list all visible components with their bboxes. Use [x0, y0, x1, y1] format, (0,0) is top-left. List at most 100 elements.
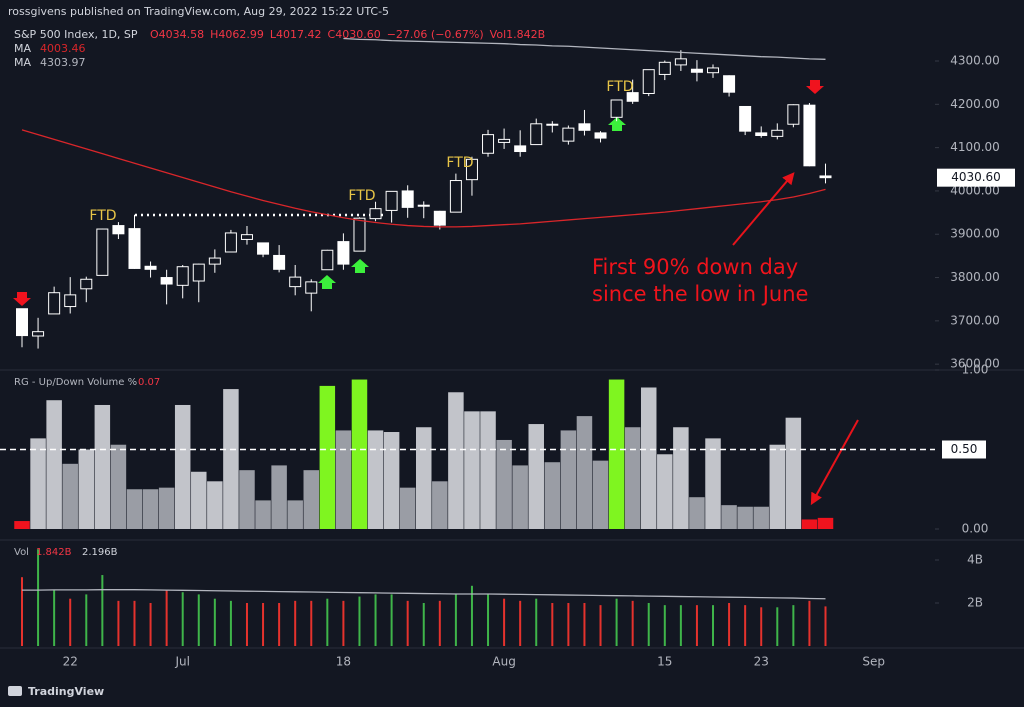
candle-body	[273, 254, 286, 270]
last-price-label: 4030.60	[951, 170, 1001, 184]
x-tick-label: 23	[754, 655, 769, 669]
bar	[69, 598, 72, 646]
candle-body	[433, 210, 446, 226]
green-arrow	[318, 275, 336, 289]
bar	[624, 427, 641, 529]
bar	[207, 481, 223, 529]
candle-body	[723, 75, 736, 93]
bar	[663, 605, 666, 646]
candle-body	[803, 104, 816, 167]
bar	[335, 430, 352, 529]
bar	[776, 607, 779, 646]
ohlc-value: O4034.58	[150, 28, 204, 41]
candle-body	[160, 277, 173, 285]
bar	[512, 465, 528, 529]
bar	[673, 427, 689, 529]
bar	[464, 411, 480, 529]
bar	[817, 517, 834, 529]
bar	[769, 444, 786, 529]
publisher: rossgivens published on TradingView.com,…	[8, 5, 389, 18]
annotation-text: First 90% down day	[592, 255, 798, 279]
bar	[287, 500, 303, 529]
candle-body	[80, 278, 93, 290]
bar	[94, 404, 111, 529]
candle-body	[755, 132, 768, 136]
y-tick-label: 0.00	[962, 522, 989, 536]
bar	[695, 605, 698, 646]
bar	[808, 600, 811, 646]
y-tick-label: 3900.00	[950, 227, 1000, 241]
bar	[117, 600, 120, 646]
candle-body	[674, 58, 687, 66]
pointer-arrow	[810, 419, 859, 506]
candle-body	[112, 225, 125, 235]
logo	[8, 686, 22, 696]
bar	[454, 594, 457, 646]
bar	[351, 379, 368, 529]
bar	[101, 575, 104, 646]
ma-line	[21, 129, 826, 228]
candle-body	[771, 129, 784, 137]
bar	[470, 585, 473, 646]
red-arrow	[806, 80, 824, 94]
bar	[62, 463, 78, 529]
bar	[560, 430, 577, 529]
bar	[551, 602, 554, 646]
candle-body	[144, 265, 157, 270]
y-tick-label: 1.00	[962, 363, 989, 377]
candle-body	[498, 138, 511, 143]
x-tick-label: 15	[657, 655, 672, 669]
candle-body	[482, 134, 495, 154]
ohlc-value: Vol1.842B	[490, 28, 546, 41]
candle-body	[546, 123, 559, 126]
bar	[519, 600, 522, 646]
y-tick-label: 4300.00	[950, 54, 1000, 68]
bar	[801, 519, 818, 529]
bar	[223, 389, 239, 529]
annotation-text: since the low in June	[592, 282, 808, 306]
bar	[432, 481, 448, 529]
bar	[480, 411, 496, 529]
bar	[567, 602, 570, 646]
y-tick-label: 4B	[967, 552, 983, 566]
candle-body	[385, 190, 398, 211]
candle-body	[787, 104, 800, 125]
candle-body	[321, 249, 334, 271]
bar	[824, 606, 827, 646]
bar	[753, 506, 769, 529]
bar	[647, 602, 650, 646]
bar	[197, 594, 200, 646]
x-tick-label: 18	[336, 655, 351, 669]
bar	[14, 521, 30, 529]
candle-body	[610, 99, 623, 118]
bar	[785, 417, 802, 529]
x-tick-label: Aug	[492, 655, 515, 669]
bar	[438, 600, 441, 646]
candle-body	[32, 331, 45, 337]
bar	[37, 549, 40, 646]
ohlc-value: C4030.60	[328, 28, 381, 41]
x-tick-label: Jul	[174, 655, 189, 669]
bar	[599, 605, 602, 646]
candle-body	[594, 132, 607, 139]
candle-body	[417, 204, 430, 207]
candle-body	[64, 294, 77, 308]
bar	[544, 462, 561, 529]
candle-body	[257, 242, 270, 255]
bar	[46, 400, 62, 529]
pointer-arrow	[732, 172, 795, 246]
ohlc-value: −27.06 (−0.67%)	[387, 28, 484, 41]
bar	[326, 598, 329, 646]
candle-body	[16, 308, 28, 337]
bar	[30, 438, 46, 529]
last-price-box	[937, 168, 1015, 187]
legend-value: 0.07	[138, 377, 160, 388]
x-tick-label: 22	[63, 655, 78, 669]
candle-body	[642, 69, 655, 94]
legend-value: 1.842B	[36, 547, 72, 558]
candle-body	[337, 241, 350, 265]
bar	[712, 605, 715, 646]
bar	[245, 602, 248, 646]
candle-body	[128, 228, 141, 269]
